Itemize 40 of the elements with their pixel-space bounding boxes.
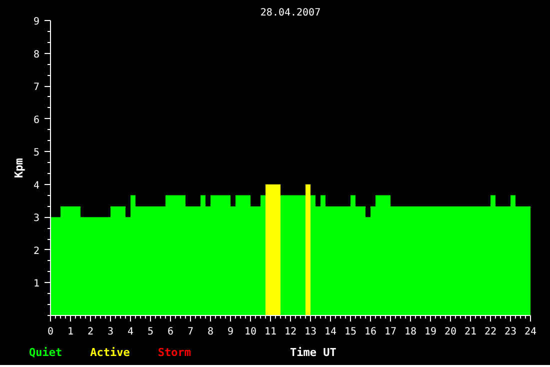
y-tick-label: 1: [33, 278, 40, 290]
y-tick-label: 6: [33, 114, 40, 126]
x-tick-label: 23: [504, 326, 517, 338]
x-tick-label: 20: [444, 326, 457, 338]
x-tick-label: 13: [304, 326, 317, 338]
y-tick-label: 8: [33, 49, 40, 60]
x-tick-label: 2: [87, 326, 94, 338]
y-tick-label: 3: [33, 213, 40, 224]
x-tick-label: 21: [464, 326, 477, 338]
y-tick-label: 4: [33, 180, 40, 192]
x-tick-label: 5: [147, 326, 154, 338]
x-tick-label: 9: [227, 326, 234, 338]
x-tick-label: 18: [404, 326, 417, 338]
x-tick-label: 24: [524, 326, 537, 338]
x-tick-label: 7: [187, 326, 194, 338]
y-tick-label: 2: [33, 246, 40, 257]
x-tick-label: 6: [167, 326, 174, 338]
chart-title: 28.04.2007: [260, 8, 321, 18]
x-tick-label: 0: [47, 326, 54, 338]
x-tick-label: 22: [484, 326, 497, 338]
y-tick-label: 5: [33, 148, 40, 159]
x-tick-label: 14: [324, 326, 337, 338]
text: Quiet: [29, 346, 62, 359]
text: Active: [90, 346, 130, 359]
x-tick-label: 10: [244, 326, 257, 338]
y-axis-title: Kpm: [12, 158, 26, 178]
y-tick-label: 9: [33, 16, 40, 28]
x-tick-label: 3: [107, 326, 114, 338]
text: Storm: [158, 346, 191, 359]
x-tick-label: 16: [364, 326, 377, 338]
y-tick-label: 7: [33, 82, 40, 94]
x-tick-label: 4: [127, 326, 134, 338]
x-tick-label: 11: [264, 326, 277, 338]
x-axis-title: Time UT: [290, 345, 336, 361]
x-tick-label: 1: [67, 326, 74, 338]
x-tick-label: 12: [284, 326, 297, 338]
x-tick-label: 8: [207, 326, 214, 338]
x-tick-label: 15: [344, 326, 357, 338]
x-tick-label: 17: [384, 326, 397, 338]
x-tick-label: 19: [424, 326, 437, 338]
